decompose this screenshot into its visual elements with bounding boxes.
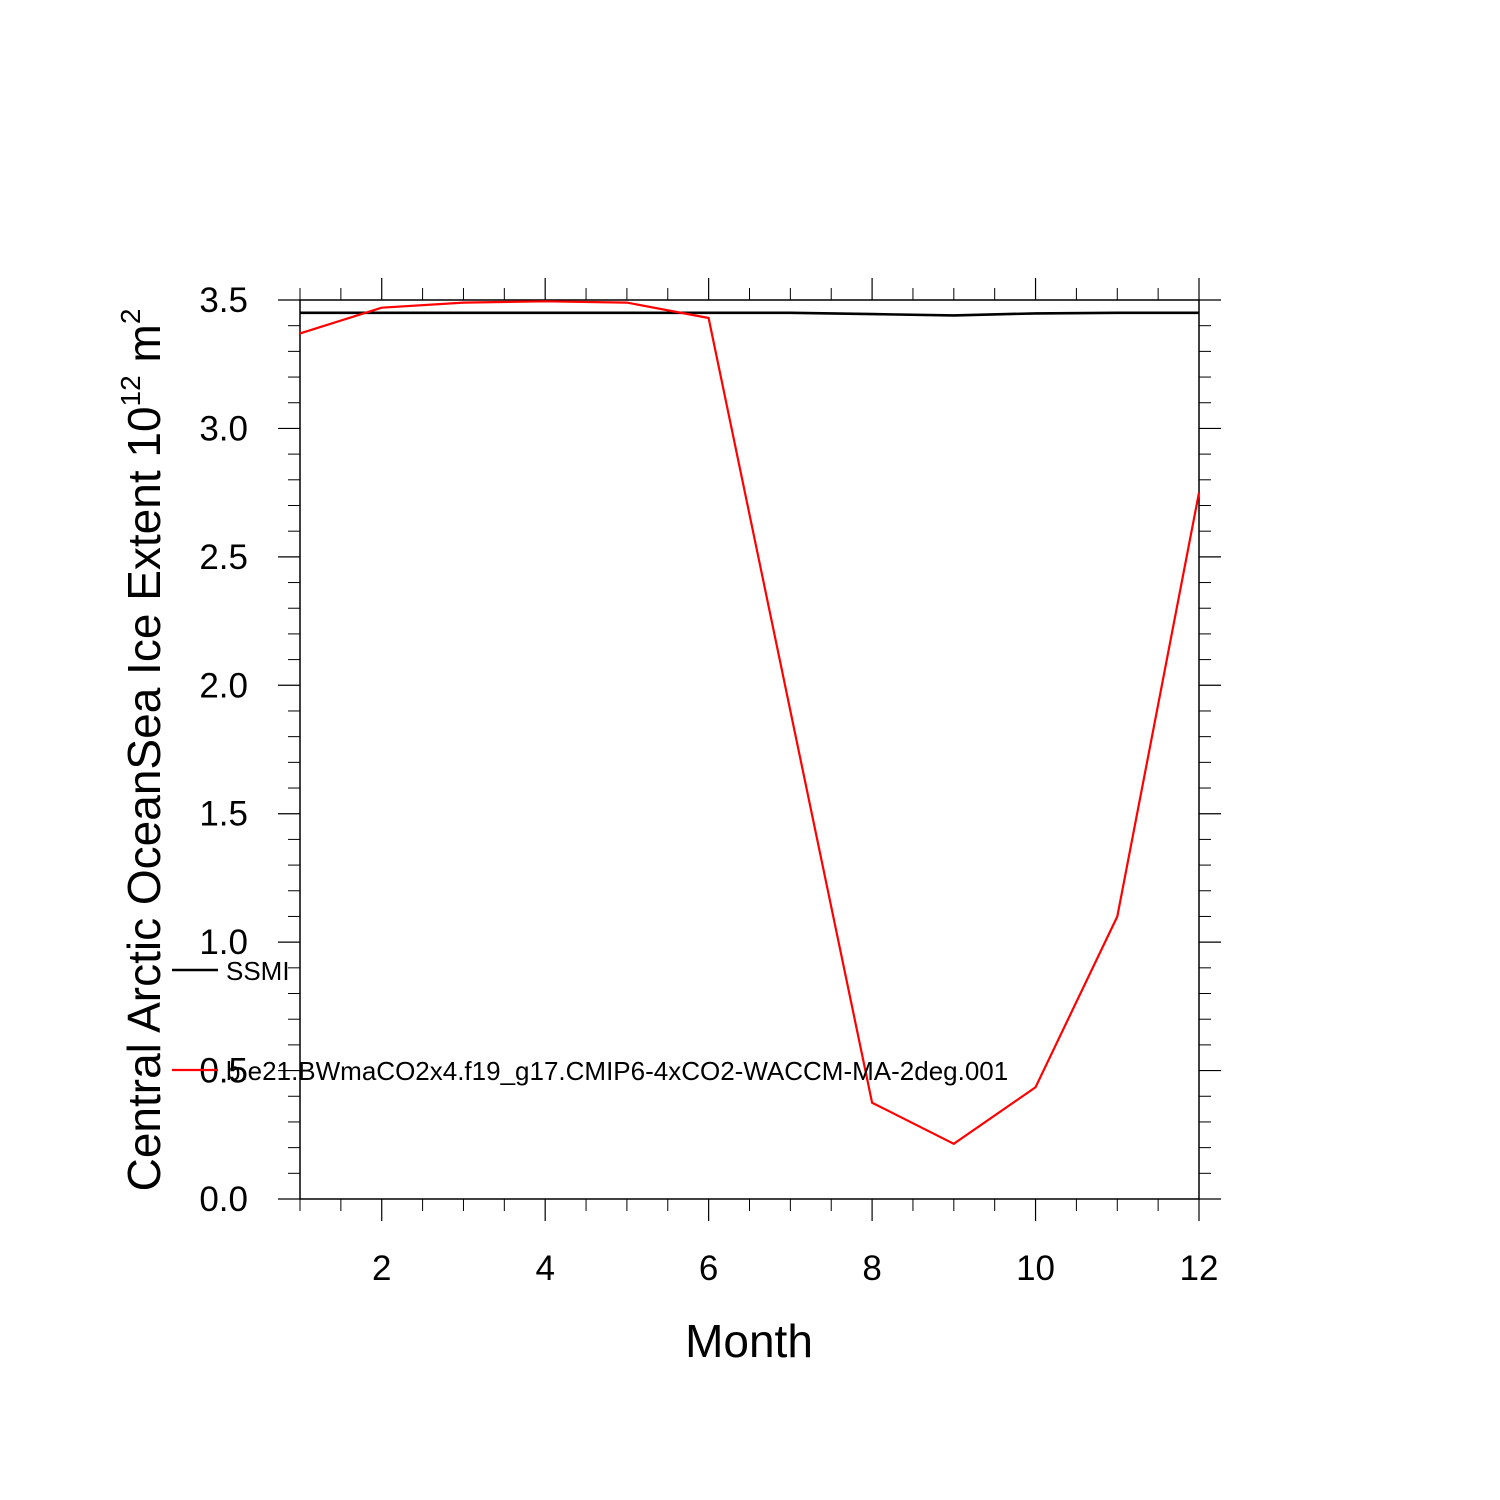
x-tick-label: 12 xyxy=(1180,1249,1219,1288)
x-tick-label: 2 xyxy=(372,1249,391,1288)
y-tick-label: 1.5 xyxy=(199,795,248,834)
legend-label-1: SSMI xyxy=(226,956,290,986)
legend-label-2: b.e21.BWmaCO2x4.f19_g17.CMIP6-4xCO2-WACC… xyxy=(226,1056,1008,1086)
legend: SSMI b.e21.BWmaCO2x4.f19_g17.CMIP6-4xCO2-… xyxy=(172,956,1008,1086)
y-tick-label: 2.0 xyxy=(199,666,248,705)
y-tick-label: 2.5 xyxy=(199,538,248,577)
minor-ticks xyxy=(288,288,1211,1211)
x-tick-label: 8 xyxy=(862,1249,881,1288)
y-tick-label: 0.0 xyxy=(199,1180,248,1219)
y-axis-title-unit: m xyxy=(118,324,170,375)
y-tick-label: 1.0 xyxy=(199,923,248,962)
x-axis-title: Month xyxy=(685,1315,813,1367)
y-axis-title-exponent-2: 2 xyxy=(115,309,146,325)
x-tick-labels: 2 4 6 8 10 12 xyxy=(372,1249,1218,1288)
x-tick-label: 10 xyxy=(1016,1249,1055,1288)
y-axis-title: Central Arctic OceanSea Ice Extent 1012 … xyxy=(115,309,170,1192)
y-axis-title-exponent-1: 12 xyxy=(115,375,146,406)
y-tick-label: 3.5 xyxy=(199,281,248,320)
series-line-1 xyxy=(300,311,1199,317)
x-tick-label: 6 xyxy=(699,1249,718,1288)
y-tick-label: 3.0 xyxy=(199,409,248,448)
major-ticks xyxy=(278,278,1221,1221)
y-axis-title-main: Central Arctic OceanSea Ice Extent 10 xyxy=(118,406,170,1191)
x-tick-label: 4 xyxy=(535,1249,554,1288)
series-line-2 xyxy=(299,300,1201,1146)
y-tick-labels: 0.00.51.01.52.02.53.03.5 xyxy=(199,281,248,1219)
series-lines xyxy=(299,300,1201,1146)
